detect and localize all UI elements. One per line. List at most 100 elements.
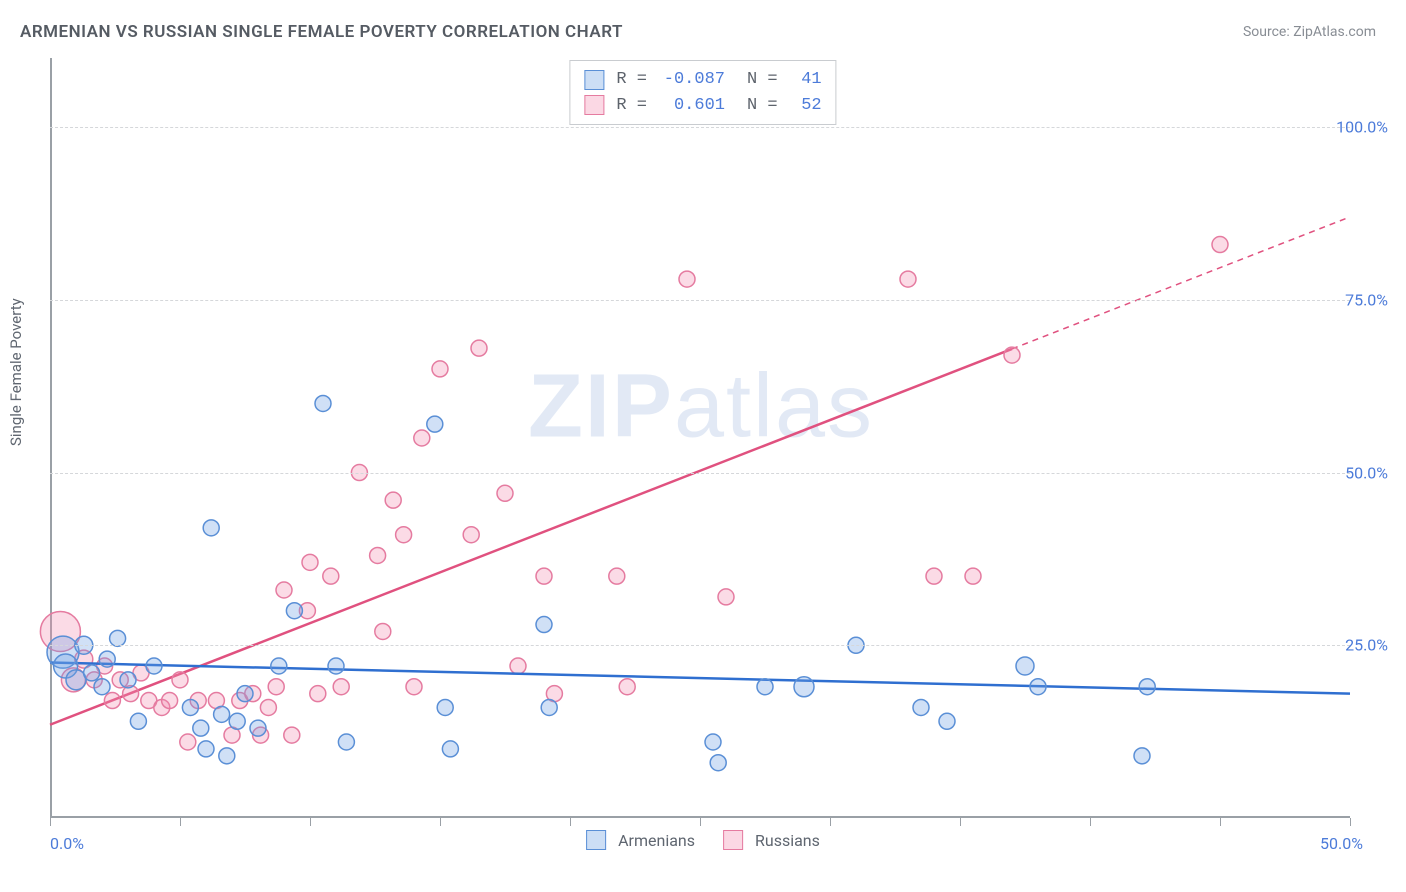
- x-tick: [180, 818, 181, 826]
- data-point: [375, 623, 391, 639]
- stats-legend-box: R = -0.087 N = 41 R = 0.601 N = 52: [569, 60, 836, 125]
- data-point: [94, 679, 110, 695]
- data-point: [406, 679, 422, 695]
- data-point: [757, 679, 773, 695]
- data-point: [536, 568, 552, 584]
- stats-row-armenians: R = -0.087 N = 41: [584, 67, 821, 93]
- data-point: [284, 727, 300, 743]
- x-tick: [1090, 818, 1091, 826]
- data-point: [193, 720, 209, 736]
- data-point: [146, 658, 162, 674]
- y-tick-label: 25.0%: [1345, 636, 1388, 655]
- legend-bottom: Armenians Russians: [586, 830, 820, 850]
- data-point: [471, 340, 487, 356]
- gridline: [50, 300, 1350, 301]
- data-point: [965, 568, 981, 584]
- data-point: [427, 416, 443, 432]
- data-point: [913, 699, 929, 715]
- data-point: [182, 699, 198, 715]
- data-point: [315, 395, 331, 411]
- x-tick: [960, 818, 961, 826]
- legend-armenians: Armenians: [586, 830, 695, 850]
- stat-n-russians: 52: [786, 93, 822, 119]
- data-point: [338, 734, 354, 750]
- data-point: [679, 271, 695, 287]
- stat-r-armenians: -0.087: [655, 67, 725, 93]
- stat-n-armenians: 41: [786, 67, 822, 93]
- data-point: [1134, 748, 1150, 764]
- data-point: [229, 713, 245, 729]
- chart-container: ARMENIAN VS RUSSIAN SINGLE FEMALE POVERT…: [0, 0, 1406, 892]
- data-point: [203, 520, 219, 536]
- data-point: [120, 672, 136, 688]
- x-tick: [50, 818, 51, 826]
- data-point: [619, 679, 635, 695]
- data-point: [130, 713, 146, 729]
- data-point: [437, 699, 453, 715]
- swatch-russians-icon: [723, 830, 743, 850]
- y-tick-label: 100.0%: [1336, 118, 1388, 137]
- x-tick: [1350, 818, 1351, 826]
- data-point: [705, 734, 721, 750]
- data-point: [710, 755, 726, 771]
- x-tick: [570, 818, 571, 826]
- data-point: [926, 568, 942, 584]
- stat-n-label: N =: [747, 93, 778, 119]
- x-tick: [440, 818, 441, 826]
- data-point: [104, 693, 120, 709]
- data-point: [180, 734, 196, 750]
- data-point: [900, 271, 916, 287]
- y-tick-label: 75.0%: [1345, 290, 1388, 309]
- data-point: [541, 699, 557, 715]
- x-tick: [700, 818, 701, 826]
- swatch-russians-icon: [584, 95, 604, 115]
- data-point: [396, 527, 412, 543]
- data-point: [442, 741, 458, 757]
- gridline: [50, 127, 1350, 128]
- x-tick-label: 50.0%: [1320, 834, 1363, 853]
- y-axis-label: Single Female Poverty: [7, 298, 25, 446]
- data-point: [497, 485, 513, 501]
- x-tick-label: 0.0%: [50, 834, 84, 853]
- data-point: [385, 492, 401, 508]
- data-point: [323, 568, 339, 584]
- x-tick: [830, 818, 831, 826]
- legend-label-russians: Russians: [755, 831, 820, 850]
- y-tick-label: 50.0%: [1345, 463, 1388, 482]
- data-point: [328, 658, 344, 674]
- data-point: [939, 713, 955, 729]
- stat-n-label: N =: [747, 67, 778, 93]
- chart-title: ARMENIAN VS RUSSIAN SINGLE FEMALE POVERT…: [20, 22, 623, 42]
- data-point: [219, 748, 235, 764]
- data-point: [370, 547, 386, 563]
- legend-label-armenians: Armenians: [618, 831, 695, 850]
- gridline: [50, 473, 1350, 474]
- scatter-svg: [50, 58, 1350, 818]
- data-point: [214, 706, 230, 722]
- data-point: [463, 527, 479, 543]
- source-label: Source: ZipAtlas.com: [1243, 24, 1376, 40]
- data-point: [1030, 679, 1046, 695]
- data-point: [172, 672, 188, 688]
- swatch-armenians-icon: [584, 70, 604, 90]
- stat-r-label: R =: [616, 93, 647, 119]
- swatch-armenians-icon: [586, 830, 606, 850]
- legend-russians: Russians: [723, 830, 820, 850]
- data-point: [794, 677, 814, 697]
- trend-line-dashed: [1012, 217, 1350, 349]
- data-point: [510, 658, 526, 674]
- data-point: [432, 361, 448, 377]
- data-point: [198, 741, 214, 757]
- x-tick: [1220, 818, 1221, 826]
- gridline: [50, 645, 1350, 646]
- data-point: [237, 686, 253, 702]
- data-point: [1139, 679, 1155, 695]
- stat-r-label: R =: [616, 67, 647, 93]
- data-point: [414, 430, 430, 446]
- data-point: [276, 582, 292, 598]
- data-point: [333, 679, 349, 695]
- data-point: [84, 665, 100, 681]
- data-point: [99, 651, 115, 667]
- data-point: [718, 589, 734, 605]
- data-point: [268, 679, 284, 695]
